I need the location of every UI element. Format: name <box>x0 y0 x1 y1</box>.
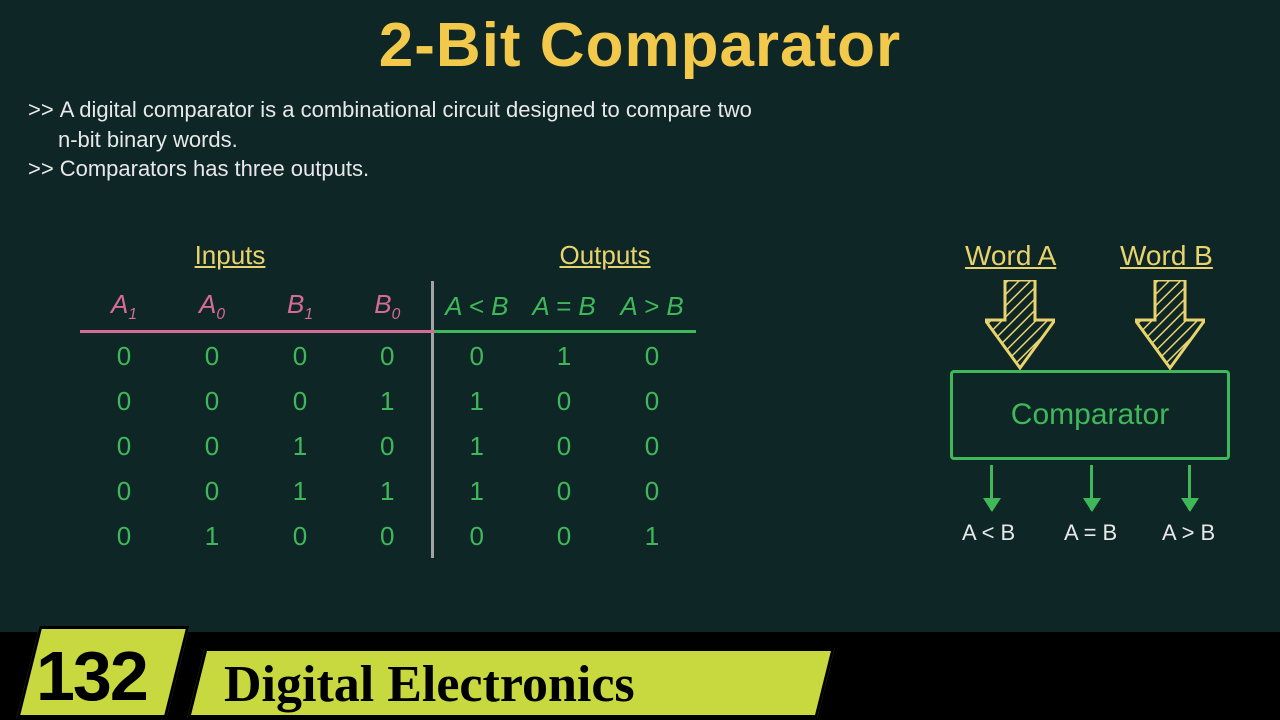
description-bullets: >> A digital comparator is a combination… <box>28 95 1280 184</box>
table-row: 0100001 <box>80 513 696 558</box>
bullet-1-line-1: A digital comparator is a combinational … <box>60 95 752 125</box>
table-cell: 1 <box>520 332 608 379</box>
col-b1: B1 <box>256 281 344 332</box>
col-a1: A1 <box>80 281 168 332</box>
label-word-a: Word A <box>965 240 1056 272</box>
table-cell: 1 <box>344 378 432 423</box>
footer-banner: 132 Digital Electronics <box>0 612 1280 720</box>
table-cell: 1 <box>608 513 696 558</box>
col-gt: A > B <box>608 281 696 332</box>
table-cell: 1 <box>256 468 344 513</box>
table-cell: 0 <box>608 468 696 513</box>
table-cell: 1 <box>168 513 256 558</box>
table-row: 0000010 <box>80 332 696 379</box>
out-label-gt: A > B <box>1162 520 1215 546</box>
out-label-lt: A < B <box>962 520 1015 546</box>
table-section-outputs: Outputs <box>430 240 780 271</box>
table-cell: 0 <box>256 378 344 423</box>
block-diagram: Word A Word B Comparator A < B A = B A >… <box>930 240 1250 570</box>
table-cell: 0 <box>520 468 608 513</box>
table-cell: 0 <box>520 378 608 423</box>
arrow-word-a-icon <box>985 280 1055 370</box>
bullet-2: Comparators has three outputs. <box>60 154 369 184</box>
table-header-row: A1 A0 B1 B0 A < B A = B A > B <box>80 281 696 332</box>
table-cell: 0 <box>608 423 696 468</box>
table-cell: 0 <box>608 332 696 379</box>
table-cell: 0 <box>168 378 256 423</box>
table-cell: 0 <box>432 332 520 379</box>
table-cell: 0 <box>432 513 520 558</box>
table-cell: 0 <box>344 513 432 558</box>
page-title: 2-Bit Comparator <box>0 10 1280 81</box>
table-cell: 1 <box>256 423 344 468</box>
table-cell: 0 <box>520 423 608 468</box>
table-cell: 0 <box>520 513 608 558</box>
comparator-box: Comparator <box>950 370 1230 460</box>
out-label-eq: A = B <box>1064 520 1117 546</box>
arrow-word-b-icon <box>1135 280 1205 370</box>
bullet-1-line-2: n-bit binary words. <box>58 125 1280 155</box>
table-cell: 0 <box>168 332 256 379</box>
table-cell: 0 <box>80 332 168 379</box>
truth-table: Inputs Outputs A1 A0 B1 B0 A < B A = B A… <box>80 240 840 558</box>
col-lt: A < B <box>432 281 520 332</box>
table-cell: 0 <box>80 378 168 423</box>
footer-number: 132 <box>36 636 147 716</box>
table-cell: 0 <box>256 332 344 379</box>
table-row: 0011100 <box>80 468 696 513</box>
table-row: 0001100 <box>80 378 696 423</box>
col-eq: A = B <box>520 281 608 332</box>
arrow-out-gt-icon <box>1188 465 1191 510</box>
table-cell: 1 <box>432 423 520 468</box>
table-cell: 0 <box>256 513 344 558</box>
table-row: 0010100 <box>80 423 696 468</box>
label-word-b: Word B <box>1120 240 1213 272</box>
col-a0: A0 <box>168 281 256 332</box>
table-section-inputs: Inputs <box>80 240 380 271</box>
bullet-marker: >> <box>28 95 54 125</box>
table-cell: 0 <box>344 423 432 468</box>
arrow-out-eq-icon <box>1090 465 1093 510</box>
table-cell: 0 <box>344 332 432 379</box>
table-cell: 0 <box>80 468 168 513</box>
table-cell: 0 <box>608 378 696 423</box>
col-b0: B0 <box>344 281 432 332</box>
footer-label: Digital Electronics <box>224 655 635 714</box>
table-cell: 0 <box>168 423 256 468</box>
table-cell: 0 <box>168 468 256 513</box>
table-cell: 0 <box>80 513 168 558</box>
table-cell: 0 <box>80 423 168 468</box>
table-cell: 1 <box>432 468 520 513</box>
table-cell: 1 <box>432 378 520 423</box>
bullet-marker: >> <box>28 154 54 184</box>
table-cell: 1 <box>344 468 432 513</box>
arrow-out-lt-icon <box>990 465 993 510</box>
